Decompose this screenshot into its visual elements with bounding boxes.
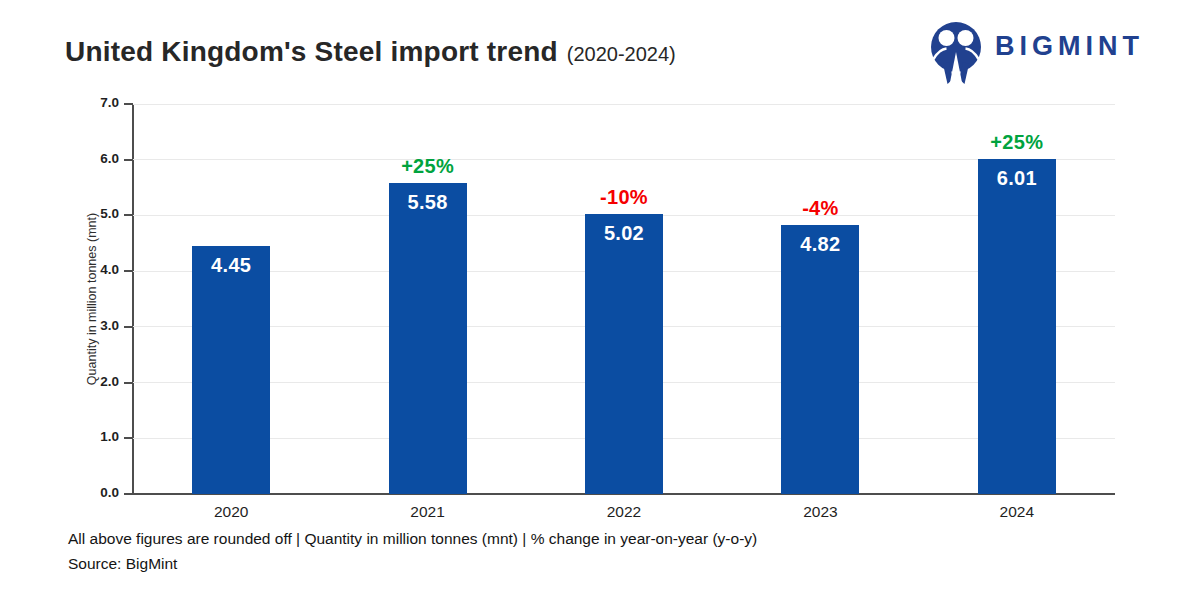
- y-tick-label: 5.0: [75, 206, 119, 221]
- bigmint-logo-text: BIGMINT: [995, 31, 1144, 62]
- bar-change-label: -10%: [564, 186, 684, 209]
- chart-source: Source: BigMint: [68, 555, 177, 573]
- y-axis-line: [132, 104, 134, 494]
- bar-2024: 6.01: [978, 159, 1056, 494]
- gridline: [133, 104, 1115, 105]
- bar-2022: 5.02: [585, 214, 663, 494]
- y-tick-label: 7.0: [75, 95, 119, 110]
- y-tick-mark: [124, 493, 133, 495]
- y-tick-label: 2.0: [75, 374, 119, 389]
- y-tick-mark: [124, 382, 133, 384]
- page-subtitle: (2020-2024): [567, 43, 676, 66]
- bar-value-label: 4.82: [781, 233, 859, 256]
- gridline: [133, 159, 1115, 160]
- y-tick-mark: [124, 326, 133, 328]
- y-tick-mark: [124, 214, 133, 216]
- x-tick-label: 2021: [368, 503, 488, 521]
- bar-2023: 4.82: [781, 225, 859, 494]
- bar-2021: 5.58: [389, 183, 467, 494]
- y-tick-mark: [124, 270, 133, 272]
- y-tick-label: 3.0: [75, 318, 119, 333]
- y-tick-label: 6.0: [75, 151, 119, 166]
- y-tick-mark: [124, 159, 133, 161]
- x-tick-label: 2022: [564, 503, 684, 521]
- bar-change-label: -4%: [760, 197, 880, 220]
- bar-value-label: 4.45: [192, 254, 270, 277]
- x-tick-label: 2020: [171, 503, 291, 521]
- bar-change-label: +25%: [368, 155, 488, 178]
- bar-2020: 4.45: [192, 246, 270, 494]
- y-tick-label: 0.0: [75, 485, 119, 500]
- bar-value-label: 6.01: [978, 167, 1056, 190]
- x-tick-label: 2024: [957, 503, 1077, 521]
- page-header: United Kingdom's Steel import trend (202…: [65, 36, 676, 68]
- bigmint-logo-icon: [927, 20, 985, 86]
- page-title: United Kingdom's Steel import trend: [65, 36, 558, 68]
- y-tick-label: 4.0: [75, 262, 119, 277]
- chart-footnote: All above figures are rounded off | Quan…: [68, 530, 757, 548]
- y-tick-mark: [124, 437, 133, 439]
- x-tick-label: 2023: [760, 503, 880, 521]
- y-tick-label: 1.0: [75, 429, 119, 444]
- bar-chart-plot-area: 0.01.02.03.04.05.06.07.04.4520205.58+25%…: [133, 104, 1115, 494]
- y-axis-title: Quantity in million tonnes (mnt): [85, 213, 99, 385]
- page-root: United Kingdom's Steel import trend (202…: [0, 0, 1200, 600]
- bar-value-label: 5.58: [389, 191, 467, 214]
- bigmint-logo: BIGMINT: [927, 20, 1144, 86]
- bar-change-label: +25%: [957, 131, 1077, 154]
- y-tick-mark: [124, 103, 133, 105]
- bar-value-label: 5.02: [585, 222, 663, 245]
